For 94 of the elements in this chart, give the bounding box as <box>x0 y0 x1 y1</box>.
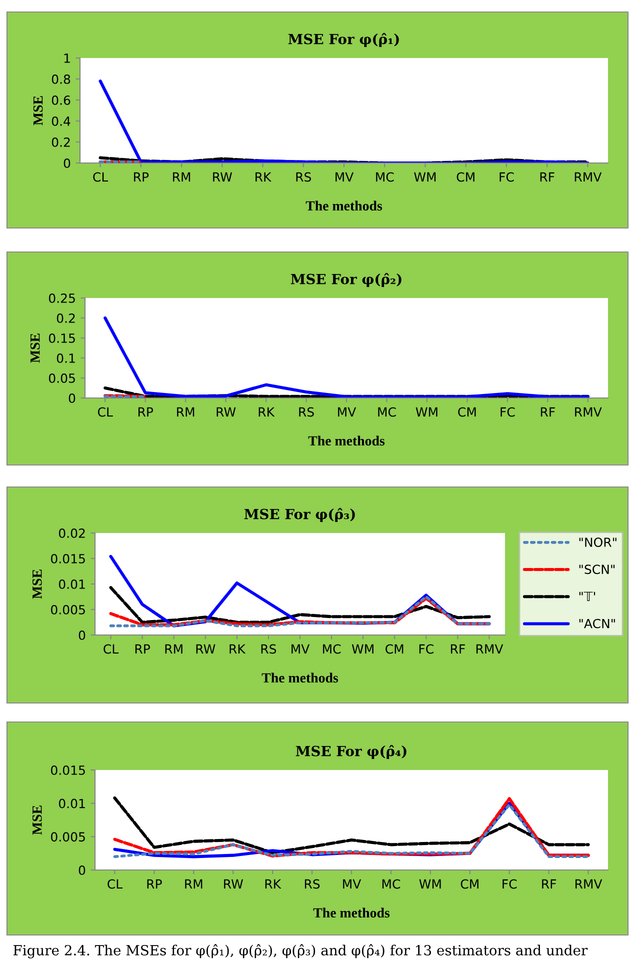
x-tick-label: FC <box>419 644 434 654</box>
line-series <box>104 316 590 398</box>
x-tick-label: RF <box>540 172 554 182</box>
y-tick-label: 0.015 <box>51 554 85 564</box>
x-tick-label: RS <box>261 644 276 654</box>
y-tick-label: 0.01 <box>58 579 85 589</box>
y-tick-label: 0 <box>78 865 86 875</box>
x-tick-label: MV <box>336 172 354 182</box>
y-tick-label: 0.15 <box>48 333 75 343</box>
x-tick-label: CM <box>460 879 478 889</box>
x-tick-label: WM <box>416 407 438 417</box>
x-tick-label: RS <box>299 407 314 417</box>
x-axis-title: The methods <box>262 672 338 683</box>
x-tick-label: RP <box>135 644 150 654</box>
y-tick-label: 0.1 <box>56 353 75 363</box>
x-tick-label: CL <box>98 407 113 417</box>
x-tick-label: WM <box>414 172 436 182</box>
x-tick-label: CM <box>456 172 474 182</box>
x-axis-title: The methods <box>308 436 385 446</box>
x-tick-label: WM <box>419 879 441 889</box>
x-tick-label: RK <box>265 879 282 889</box>
y-axis-title: MSE <box>30 334 40 363</box>
x-tick-label: CM <box>386 644 404 654</box>
x-tick-label: RMV <box>476 644 504 654</box>
x-tick-label: RF <box>450 644 465 654</box>
y-tick-label: 0.005 <box>51 604 85 614</box>
legend-label: "SCN" <box>579 564 615 574</box>
chart-title: MSE For φ(ρ̂₂) <box>290 273 402 287</box>
x-tick-label: WM <box>352 644 374 654</box>
x-tick-label: CL <box>93 172 108 182</box>
x-tick-label: MV <box>292 644 310 654</box>
x-tick-label: RM <box>185 879 202 889</box>
y-axis-title: MSE <box>32 570 42 599</box>
y-tick-label: 0.25 <box>48 293 75 303</box>
x-tick-label: RW <box>213 172 232 182</box>
legend-label: "NOR" <box>579 538 616 547</box>
caption: Figure 2.4. The MSEs for φ(ρ̂₁), φ(ρ̂₂), φ(ρ̂₃) and φ(ρ̂₄) for 13 estimators and under <box>13 944 588 958</box>
y-tick-label: 0.015 <box>51 765 85 775</box>
x-tick-label: FC <box>500 172 514 182</box>
y-tick-label: 0 <box>78 630 86 640</box>
x-axis-title: The methods <box>306 200 382 211</box>
chart-title: MSE For φ(ρ̂₄) <box>296 745 406 759</box>
y-tick-label: 0 <box>64 158 70 168</box>
x-tick-label: FC <box>500 407 515 417</box>
x-tick-label: RP <box>134 172 149 182</box>
x-tick-label: RW <box>196 644 216 654</box>
x-tick-label: RM <box>165 644 182 654</box>
x-tick-label: FC <box>502 879 517 889</box>
x-tick-label: RW <box>224 879 243 889</box>
x-tick-label: RP <box>138 407 154 417</box>
x-tick-label: RK <box>258 407 275 417</box>
y-tick-label: 0.4 <box>52 116 70 126</box>
x-tick-label: RW <box>216 407 236 417</box>
y-axis-title: MSE <box>32 806 42 835</box>
x-axis-title: The methods <box>313 908 390 918</box>
y-tick-label: 0.8 <box>52 74 70 84</box>
y-tick-label: 0.02 <box>58 528 85 538</box>
line-series <box>98 80 590 163</box>
x-tick-label: RM <box>177 407 194 417</box>
y-tick-label: 0.6 <box>52 95 70 105</box>
y-tick-label: 0.01 <box>58 798 85 808</box>
y-tick-label: 1 <box>64 54 70 63</box>
x-tick-label: RMV <box>575 407 602 417</box>
x-tick-label: RK <box>256 172 272 182</box>
y-tick-label: 0 <box>68 393 76 403</box>
x-tick-label: MV <box>338 407 356 417</box>
legend-label: "ACN" <box>579 618 615 628</box>
x-tick-label: RF <box>540 407 555 417</box>
x-tick-label: RS <box>304 879 320 889</box>
line-series <box>109 586 491 624</box>
x-tick-label: RK <box>230 644 246 654</box>
x-tick-label: CM <box>458 407 476 417</box>
y-tick-label: 0.2 <box>52 137 70 147</box>
legend-label: "𝕋' <box>579 592 596 601</box>
y-axis-title: MSE <box>33 96 43 126</box>
x-tick-label: CL <box>104 644 119 654</box>
chart-title: MSE For φ(ρ̂₃) <box>244 508 355 522</box>
y-tick-label: 0.05 <box>48 373 75 383</box>
x-tick-label: MV <box>343 879 362 889</box>
x-tick-label: RF <box>542 879 556 889</box>
x-tick-label: CL <box>108 879 123 889</box>
x-tick-label: RMV <box>574 172 602 182</box>
x-tick-label: RMV <box>575 879 602 889</box>
x-tick-label: MC <box>382 879 400 889</box>
x-tick-label: RP <box>147 879 162 889</box>
line-series <box>104 386 590 398</box>
chart-title: MSE For φ(ρ̂₁) <box>288 33 399 47</box>
y-tick-label: 0.2 <box>56 313 75 323</box>
x-tick-label: MC <box>378 407 396 417</box>
y-tick-label: 0.005 <box>51 832 85 842</box>
x-tick-label: RS <box>296 172 311 182</box>
x-tick-label: MC <box>376 172 394 182</box>
x-tick-label: RM <box>173 172 190 182</box>
x-tick-label: MC <box>323 644 341 654</box>
